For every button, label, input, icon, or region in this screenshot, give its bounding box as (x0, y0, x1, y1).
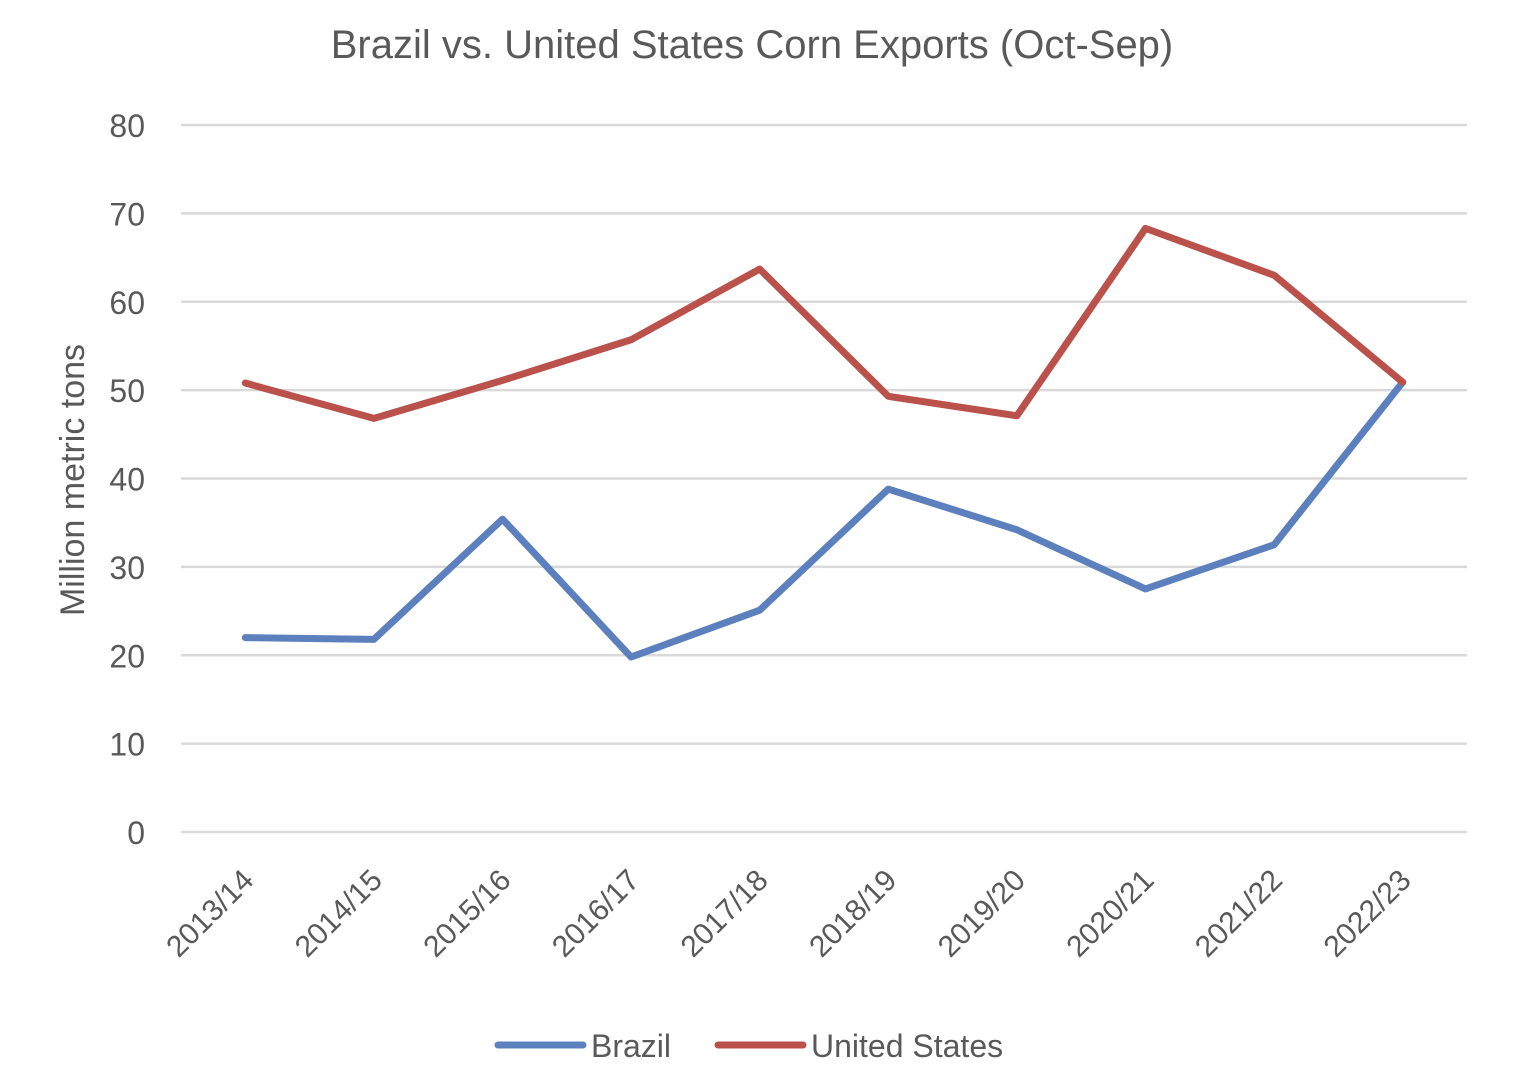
y-axis-label: Million metric tons (54, 344, 92, 616)
legend-label: United States (811, 1028, 1003, 1064)
y-tick-label: 70 (109, 196, 145, 232)
y-tick-label: 50 (109, 373, 145, 409)
legend-label: Brazil (591, 1028, 671, 1064)
series-line-united-states (241, 224, 1407, 422)
y-tick-label: 10 (109, 727, 145, 763)
y-tick-label: 40 (109, 462, 145, 498)
x-tick-label: 2022/23 (1318, 864, 1418, 964)
y-tick-label: 30 (109, 550, 145, 586)
chart-title: Brazil vs. United States Corn Exports (O… (331, 23, 1174, 67)
y-tick-label: 80 (109, 108, 145, 144)
x-tick-label: 2013/14 (160, 864, 260, 964)
y-tick-label: 0 (127, 815, 145, 851)
y-tick-label: 60 (109, 285, 145, 321)
x-tick-label: 2016/17 (546, 864, 646, 964)
legend-item: Brazil (494, 1028, 671, 1064)
series-line-brazil (241, 378, 1407, 661)
x-tick-label: 2018/19 (803, 864, 903, 964)
x-tick-label: 2021/22 (1189, 864, 1289, 964)
x-tick-label: 2020/21 (1060, 864, 1160, 964)
x-tick-label: 2017/18 (675, 864, 775, 964)
x-tick-label: 2019/20 (932, 864, 1032, 964)
legend-item: United States (714, 1028, 1003, 1064)
x-tick-label: 2015/16 (417, 864, 517, 964)
y-tick-label: 20 (109, 638, 145, 674)
x-tick-label: 2014/15 (289, 864, 389, 964)
